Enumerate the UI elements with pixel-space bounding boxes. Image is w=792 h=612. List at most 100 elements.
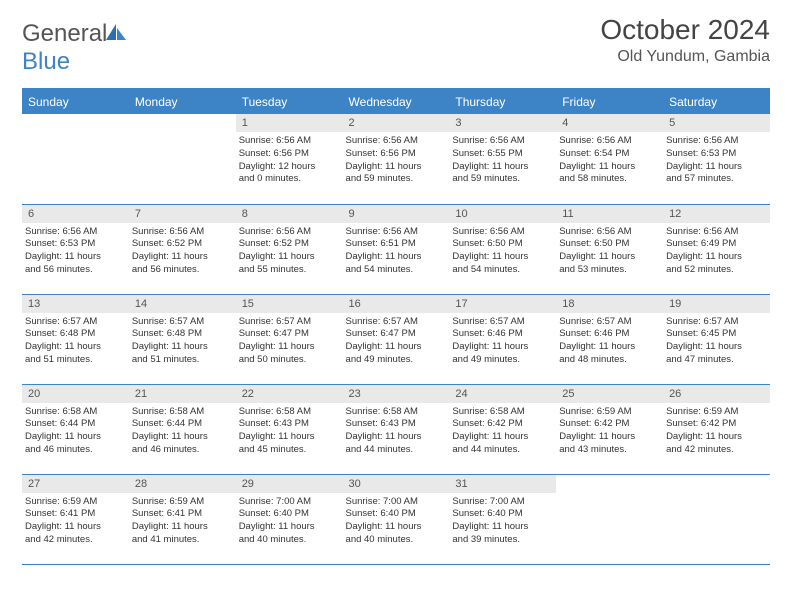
logo-text: GeneralBlue	[22, 20, 127, 76]
day-body: Sunrise: 6:58 AMSunset: 6:44 PMDaylight:…	[22, 403, 129, 460]
day-body: Sunrise: 6:56 AMSunset: 6:53 PMDaylight:…	[663, 132, 770, 189]
sunset-text: Sunset: 6:56 PM	[239, 148, 340, 161]
calendar-cell: 20Sunrise: 6:58 AMSunset: 6:44 PMDayligh…	[22, 384, 129, 474]
daylight-text: and 51 minutes.	[132, 354, 233, 367]
day-number: 10	[449, 205, 556, 223]
day-body: Sunrise: 6:56 AMSunset: 6:54 PMDaylight:…	[556, 132, 663, 189]
sunset-text: Sunset: 6:45 PM	[666, 328, 767, 341]
day-body: Sunrise: 6:57 AMSunset: 6:45 PMDaylight:…	[663, 313, 770, 370]
weekday-header: Saturday	[663, 89, 770, 114]
sunset-text: Sunset: 6:47 PM	[346, 328, 447, 341]
sunrise-text: Sunrise: 6:59 AM	[132, 496, 233, 509]
daylight-text: Daylight: 11 hours	[346, 521, 447, 534]
logo: GeneralBlue	[22, 14, 127, 76]
day-body: Sunrise: 6:57 AMSunset: 6:46 PMDaylight:…	[449, 313, 556, 370]
daylight-text: Daylight: 11 hours	[25, 431, 126, 444]
daylight-text: and 42 minutes.	[666, 444, 767, 457]
day-number: 16	[343, 295, 450, 313]
sunrise-text: Sunrise: 6:56 AM	[666, 135, 767, 148]
day-number: 30	[343, 475, 450, 493]
daylight-text: and 0 minutes.	[239, 173, 340, 186]
day-number: 2	[343, 114, 450, 132]
sunrise-text: Sunrise: 6:56 AM	[346, 135, 447, 148]
day-body: Sunrise: 7:00 AMSunset: 6:40 PMDaylight:…	[449, 493, 556, 550]
daylight-text: Daylight: 11 hours	[346, 251, 447, 264]
logo-sail-icon	[105, 20, 127, 48]
daylight-text: and 56 minutes.	[132, 264, 233, 277]
calendar-cell	[129, 114, 236, 204]
sunset-text: Sunset: 6:54 PM	[559, 148, 660, 161]
sunset-text: Sunset: 6:43 PM	[346, 418, 447, 431]
day-number: 7	[129, 205, 236, 223]
sunset-text: Sunset: 6:42 PM	[559, 418, 660, 431]
daylight-text: Daylight: 11 hours	[239, 521, 340, 534]
day-body: Sunrise: 6:56 AMSunset: 6:51 PMDaylight:…	[343, 223, 450, 280]
sunrise-text: Sunrise: 6:56 AM	[132, 226, 233, 239]
sunset-text: Sunset: 6:48 PM	[132, 328, 233, 341]
calendar-cell: 17Sunrise: 6:57 AMSunset: 6:46 PMDayligh…	[449, 294, 556, 384]
calendar-cell: 9Sunrise: 6:56 AMSunset: 6:51 PMDaylight…	[343, 204, 450, 294]
logo-part1: General	[22, 20, 107, 47]
sunset-text: Sunset: 6:43 PM	[239, 418, 340, 431]
day-number: 12	[663, 205, 770, 223]
daylight-text: and 40 minutes.	[239, 534, 340, 547]
day-number: 22	[236, 385, 343, 403]
calendar-cell: 15Sunrise: 6:57 AMSunset: 6:47 PMDayligh…	[236, 294, 343, 384]
day-number: 26	[663, 385, 770, 403]
day-body: Sunrise: 6:56 AMSunset: 6:52 PMDaylight:…	[236, 223, 343, 280]
daylight-text: and 57 minutes.	[666, 173, 767, 186]
day-number: 20	[22, 385, 129, 403]
sunset-text: Sunset: 6:49 PM	[666, 238, 767, 251]
sunrise-text: Sunrise: 6:57 AM	[559, 316, 660, 329]
day-body: Sunrise: 6:59 AMSunset: 6:41 PMDaylight:…	[129, 493, 236, 550]
day-body: Sunrise: 6:56 AMSunset: 6:50 PMDaylight:…	[449, 223, 556, 280]
daylight-text: Daylight: 11 hours	[559, 341, 660, 354]
sunrise-text: Sunrise: 6:57 AM	[132, 316, 233, 329]
location: Old Yundum, Gambia	[600, 48, 770, 66]
daylight-text: and 51 minutes.	[25, 354, 126, 367]
day-body: Sunrise: 7:00 AMSunset: 6:40 PMDaylight:…	[343, 493, 450, 550]
sunrise-text: Sunrise: 6:56 AM	[239, 226, 340, 239]
daylight-text: and 56 minutes.	[25, 264, 126, 277]
day-number: 4	[556, 114, 663, 132]
daylight-text: and 42 minutes.	[25, 534, 126, 547]
sunset-text: Sunset: 6:50 PM	[559, 238, 660, 251]
daylight-text: and 58 minutes.	[559, 173, 660, 186]
sunset-text: Sunset: 6:53 PM	[666, 148, 767, 161]
sunrise-text: Sunrise: 6:56 AM	[452, 226, 553, 239]
sunrise-text: Sunrise: 6:56 AM	[239, 135, 340, 148]
weekday-header: Tuesday	[236, 89, 343, 114]
calendar-cell: 8Sunrise: 6:56 AMSunset: 6:52 PMDaylight…	[236, 204, 343, 294]
daylight-text: Daylight: 11 hours	[666, 431, 767, 444]
daylight-text: and 46 minutes.	[25, 444, 126, 457]
sunrise-text: Sunrise: 6:57 AM	[346, 316, 447, 329]
day-body: Sunrise: 6:56 AMSunset: 6:55 PMDaylight:…	[449, 132, 556, 189]
daylight-text: and 52 minutes.	[666, 264, 767, 277]
day-number: 6	[22, 205, 129, 223]
sunrise-text: Sunrise: 6:56 AM	[346, 226, 447, 239]
sunrise-text: Sunrise: 6:56 AM	[559, 135, 660, 148]
sunrise-text: Sunrise: 6:58 AM	[239, 406, 340, 419]
calendar-cell	[22, 114, 129, 204]
sunset-text: Sunset: 6:55 PM	[452, 148, 553, 161]
day-number: 27	[22, 475, 129, 493]
calendar-table: SundayMondayTuesdayWednesdayThursdayFrid…	[22, 88, 770, 565]
day-number: 19	[663, 295, 770, 313]
calendar-cell: 6Sunrise: 6:56 AMSunset: 6:53 PMDaylight…	[22, 204, 129, 294]
header: GeneralBlue October 2024 Old Yundum, Gam…	[22, 14, 770, 76]
sunrise-text: Sunrise: 6:59 AM	[666, 406, 767, 419]
sunset-text: Sunset: 6:42 PM	[666, 418, 767, 431]
daylight-text: and 49 minutes.	[346, 354, 447, 367]
logo-part2: Blue	[22, 48, 70, 75]
sunset-text: Sunset: 6:40 PM	[452, 508, 553, 521]
daylight-text: Daylight: 11 hours	[452, 251, 553, 264]
sunset-text: Sunset: 6:51 PM	[346, 238, 447, 251]
calendar-cell: 16Sunrise: 6:57 AMSunset: 6:47 PMDayligh…	[343, 294, 450, 384]
daylight-text: Daylight: 11 hours	[452, 341, 553, 354]
daylight-text: and 54 minutes.	[346, 264, 447, 277]
daylight-text: Daylight: 11 hours	[239, 251, 340, 264]
calendar-cell: 21Sunrise: 6:58 AMSunset: 6:44 PMDayligh…	[129, 384, 236, 474]
day-number: 24	[449, 385, 556, 403]
daylight-text: Daylight: 11 hours	[132, 521, 233, 534]
sunset-text: Sunset: 6:41 PM	[132, 508, 233, 521]
